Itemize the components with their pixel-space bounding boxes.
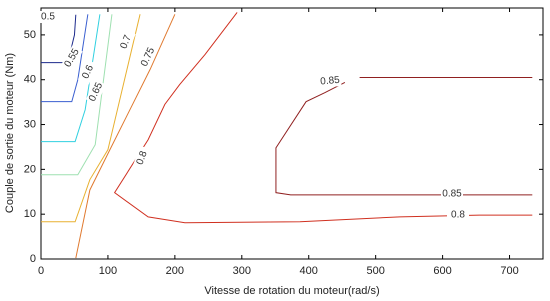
contour-line <box>41 14 89 103</box>
y-tick-label: 20 <box>24 163 36 175</box>
contour-label-bg <box>116 29 136 55</box>
y-tick-label: 30 <box>24 118 36 130</box>
contour-line <box>75 14 176 259</box>
contour-line <box>41 14 113 176</box>
contour-label-bg <box>85 79 107 105</box>
contour-line <box>41 14 141 223</box>
contour-label-bg <box>37 11 59 23</box>
contour-label: 0.5 <box>41 12 55 23</box>
x-tick-label: 700 <box>500 265 518 277</box>
contour-label-bg <box>132 145 152 171</box>
contour-label-bg <box>441 188 463 200</box>
x-tick-label: 400 <box>300 265 318 277</box>
x-tick-label: 600 <box>433 265 451 277</box>
contour-label: 0.8 <box>135 149 150 166</box>
contour-label: 0.7 <box>118 33 134 50</box>
contour-label: 0.85 <box>442 189 462 200</box>
contour-label-bg <box>77 59 99 85</box>
contour-label-bg <box>137 44 159 70</box>
contour-line <box>275 81 533 196</box>
y-tick-label: 10 <box>24 208 36 220</box>
contour-line <box>113 12 533 224</box>
contour-label: 0.8 <box>451 210 465 221</box>
plot-frame <box>40 7 544 260</box>
x-tick-label: 100 <box>99 265 117 277</box>
y-axis-title: Couple de sortie du moteur (Nm) <box>4 53 16 213</box>
y-tick-label: 40 <box>24 74 36 86</box>
y-tick-label: 50 <box>24 29 36 41</box>
contour-label: 0.85 <box>320 75 341 88</box>
contour-label: 0.6 <box>80 63 96 81</box>
x-tick-label: 300 <box>233 265 251 277</box>
contour-label-bg <box>61 45 83 71</box>
x-tick-label: 0 <box>38 265 44 277</box>
x-tick-label: 200 <box>166 265 184 277</box>
contour-label-bg <box>318 74 342 88</box>
contour-label-bg <box>447 209 469 221</box>
y-tick-label: 0 <box>30 253 36 265</box>
x-tick-label: 500 <box>366 265 384 277</box>
x-axis-title: Vitesse de rotation du moteur(rad/s) <box>204 285 379 297</box>
